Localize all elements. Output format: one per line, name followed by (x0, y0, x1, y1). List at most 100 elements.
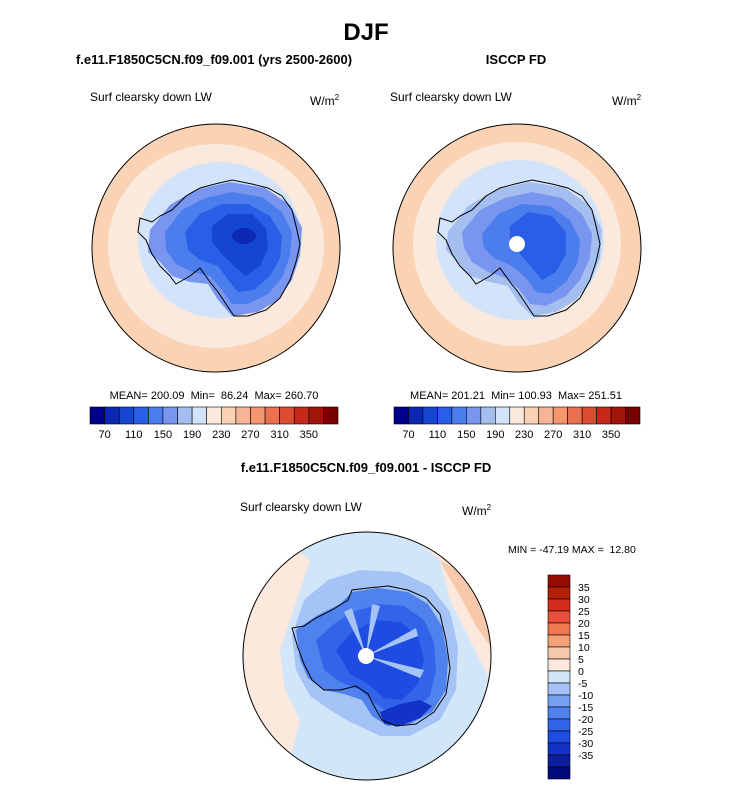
colorbar-swatch (408, 406, 424, 425)
colorbar-tick-label: -25 (578, 726, 593, 738)
colorbar-swatch (547, 646, 571, 660)
colorbar-swatch (547, 742, 571, 756)
colorbar-swatch (547, 694, 571, 708)
colorbar-swatch (293, 406, 310, 425)
colorbar-swatch (89, 406, 105, 425)
colorbar-tick-label: -30 (578, 738, 593, 750)
colorbar-swatch (279, 406, 295, 425)
colorbar-tick-label: 230 (515, 429, 533, 441)
polar-hole (358, 648, 374, 664)
units-label: W/m2 (462, 503, 492, 518)
colorbar-swatch (547, 670, 571, 684)
colorbar-obs: 70 110 150 190 230 270 310 350 (393, 406, 641, 441)
panel-title: ISCCP FD (486, 52, 546, 67)
colorbar-tick-label: 350 (602, 429, 620, 441)
colorbar-tick-label: 310 (270, 429, 288, 441)
stats-text: MEAN= 201.21 Min= 100.93 Max= 251.51 (410, 390, 622, 402)
colorbar-tick-label: -20 (578, 714, 593, 726)
colorbar-swatch (547, 622, 571, 636)
antarctica-contour-4 (212, 214, 268, 276)
colorbar-tick-label: 70 (98, 429, 110, 441)
stats-text: MIN = -47.19 MAX = 12.80 (508, 544, 636, 556)
map-obs (393, 124, 641, 372)
colorbar-swatch (323, 406, 339, 425)
warm-patch-ne (440, 560, 490, 646)
colorbar-tick-label: 310 (573, 429, 591, 441)
colorbar-swatch (547, 610, 571, 624)
map-frame (242, 531, 492, 781)
colorbar-tick-label: 270 (544, 429, 562, 441)
colorbar-swatch (547, 718, 571, 732)
colorbar-swatch (610, 406, 626, 425)
panel-title: f.e11.F1850C5CN.f09_f09.001 (yrs 2500-26… (76, 52, 352, 67)
warm-band-north (320, 532, 491, 680)
colorbar-swatch (547, 658, 571, 672)
coastline (137, 179, 301, 317)
colorbar-swatch (547, 730, 571, 744)
colorbar-swatch (581, 406, 597, 425)
colorbar-swatch (547, 682, 571, 696)
map-diff (243, 532, 491, 780)
colorbar-swatch (547, 754, 571, 768)
colorbar-swatch (308, 406, 324, 425)
colorbar-tick-label: -15 (578, 702, 593, 714)
colorbar-tick-label: 150 (457, 429, 475, 441)
colorbar-tick-label: -5 (578, 678, 587, 690)
colorbar-swatch (509, 406, 525, 425)
colorbar-swatch (547, 586, 571, 600)
polar-minimum (232, 228, 256, 244)
coastline (437, 179, 601, 317)
variable-label: Surf clearsky down LW (390, 90, 512, 104)
colorbar-swatch (118, 406, 135, 425)
variable-label: Surf clearsky down LW (90, 90, 212, 104)
colorbar-tick-label: 30 (578, 594, 590, 606)
colorbar-swatch (480, 406, 496, 425)
colorbar-swatch (466, 406, 482, 425)
colorbar-swatch (250, 406, 266, 425)
colorbar-swatch (567, 406, 583, 425)
colorbar-swatch (552, 406, 568, 425)
colorbar-tick-label: 15 (578, 630, 590, 642)
colorbar-tick-label: 350 (300, 429, 318, 441)
colorbar-swatch (451, 406, 467, 425)
map-model (92, 124, 340, 372)
colorbar-swatch (264, 406, 280, 425)
colorbar-tick-label: 20 (578, 618, 590, 630)
map-frame (91, 123, 341, 373)
colorbar-tick-label: 70 (402, 429, 414, 441)
polar-hole (509, 236, 525, 252)
colorbar-tick-label: 190 (183, 429, 201, 441)
streak-3 (366, 656, 424, 678)
colorbar-tick-label: 270 (241, 429, 259, 441)
colorbar-tick-label: 5 (578, 654, 584, 666)
colorbar-tick-label: 10 (578, 642, 590, 654)
colorbar-tick-label: 190 (486, 429, 504, 441)
colorbar-swatch (547, 634, 571, 648)
colorbar-tick-label: 110 (429, 429, 447, 441)
warm-band-west (243, 545, 310, 760)
colorbar-swatch (494, 406, 511, 425)
colorbar-swatch (596, 406, 612, 425)
colorbar-swatch (547, 598, 571, 612)
colorbar-tick-label: -35 (578, 750, 593, 762)
panel-model: f.e11.F1850C5CN.f09_f09.001 (yrs 2500-26… (76, 52, 352, 441)
colorbar-tick-label: 35 (578, 582, 590, 594)
colorbar-model: 70 110 150 190 230 270 310 350 (89, 406, 339, 441)
stats-text: MEAN= 200.09 Min= 86.24 Max= 260.70 (110, 390, 319, 402)
variable-label: Surf clearsky down LW (240, 500, 362, 514)
colorbar-swatch (220, 406, 237, 425)
antarctica-contour-4 (510, 212, 566, 280)
colorbar-swatch (393, 406, 409, 425)
colorbar-swatch (148, 406, 164, 425)
streak-2 (366, 628, 418, 656)
colorbar-tick-label: 150 (154, 429, 172, 441)
colorbar-tick-label: 110 (125, 429, 143, 441)
colorbar-swatch (547, 574, 571, 588)
panel-title: f.e11.F1850C5CN.f09_f09.001 - ISCCP FD (241, 460, 492, 475)
colorbar-swatch (177, 406, 193, 425)
main-title: DJF (343, 19, 388, 46)
panel-diff: f.e11.F1850C5CN.f09_f09.001 - ISCCP FD S… (240, 460, 636, 781)
map-frame (392, 123, 642, 373)
colorbar-swatch (191, 406, 208, 425)
